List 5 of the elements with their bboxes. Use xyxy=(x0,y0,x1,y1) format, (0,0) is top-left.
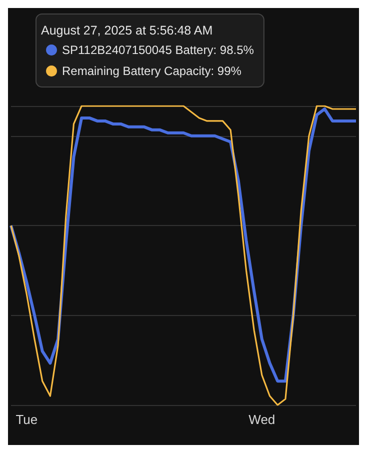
x-tick-label: Tue xyxy=(16,412,38,427)
text: August 27, 2025 at 5:56:48 AM xyxy=(41,24,213,38)
legend-label: Remaining Battery Capacity: 99% xyxy=(62,64,242,78)
legend-label: SP112B2407150045 Battery: 98.5% xyxy=(62,43,254,57)
x-tick-label: Wed xyxy=(248,412,276,427)
